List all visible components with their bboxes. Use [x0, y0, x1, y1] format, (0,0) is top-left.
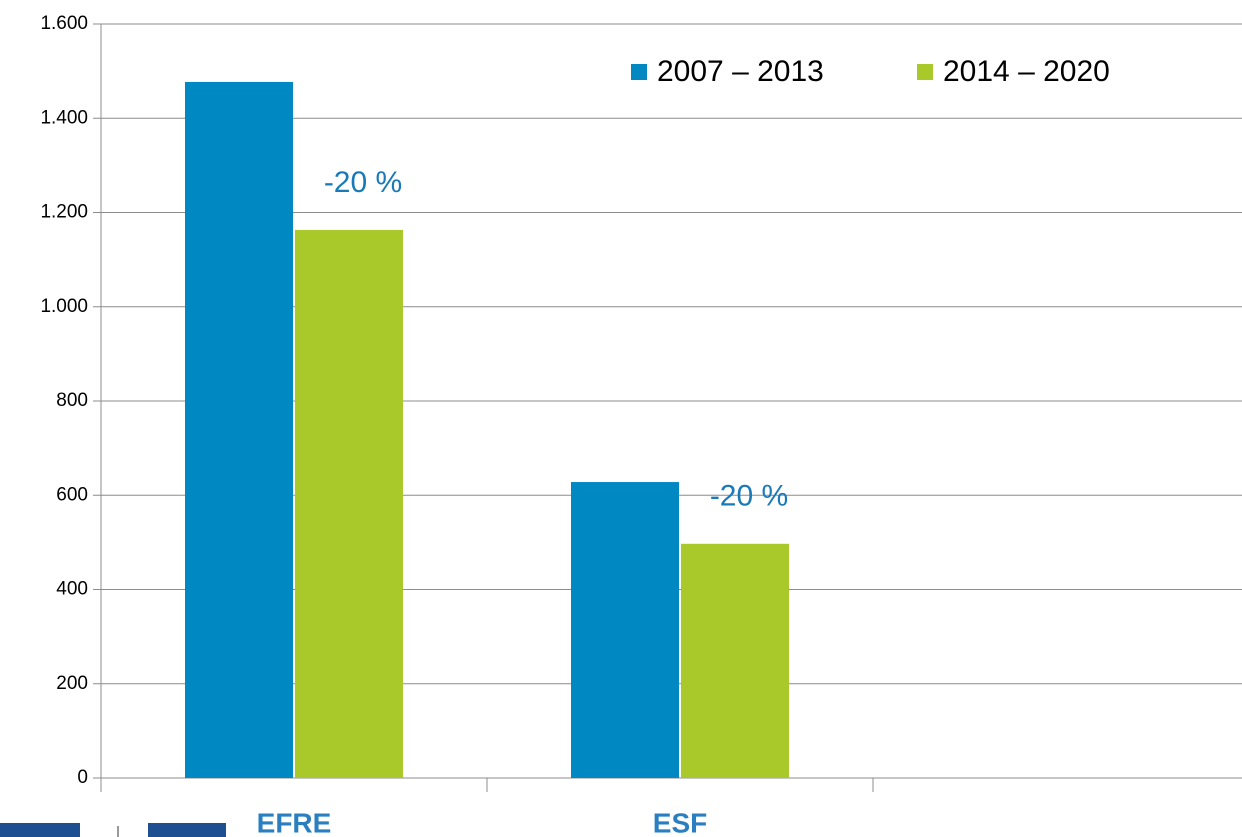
y-tick-label: 1.000 [40, 296, 88, 317]
logo-block [148, 823, 226, 837]
legend-label: 2007 – 2013 [657, 55, 824, 88]
x-tick-label: EFRE [257, 807, 332, 837]
y-tick-label: 800 [56, 390, 88, 411]
bar [185, 81, 293, 779]
y-tick-label: 1.200 [40, 202, 88, 223]
annotation: -20 % [710, 480, 788, 513]
bar [571, 482, 679, 778]
bar [681, 543, 789, 778]
legend-swatch [631, 64, 647, 80]
y-tick-label: 600 [56, 484, 88, 505]
y-tick-label: 1.600 [40, 13, 88, 34]
y-tick-label: 200 [56, 673, 88, 694]
annotation: -20 % [324, 166, 402, 199]
y-tick-label: 1.400 [40, 107, 88, 128]
y-tick-label: 0 [77, 767, 88, 788]
x-tick-label: ESF [653, 807, 707, 837]
logo-divider [117, 826, 119, 837]
legend-swatch [917, 64, 933, 80]
logo-block [0, 823, 80, 837]
bar [295, 229, 403, 778]
legend-label: 2014 – 2020 [943, 55, 1110, 88]
y-tick-label: 400 [56, 579, 88, 600]
